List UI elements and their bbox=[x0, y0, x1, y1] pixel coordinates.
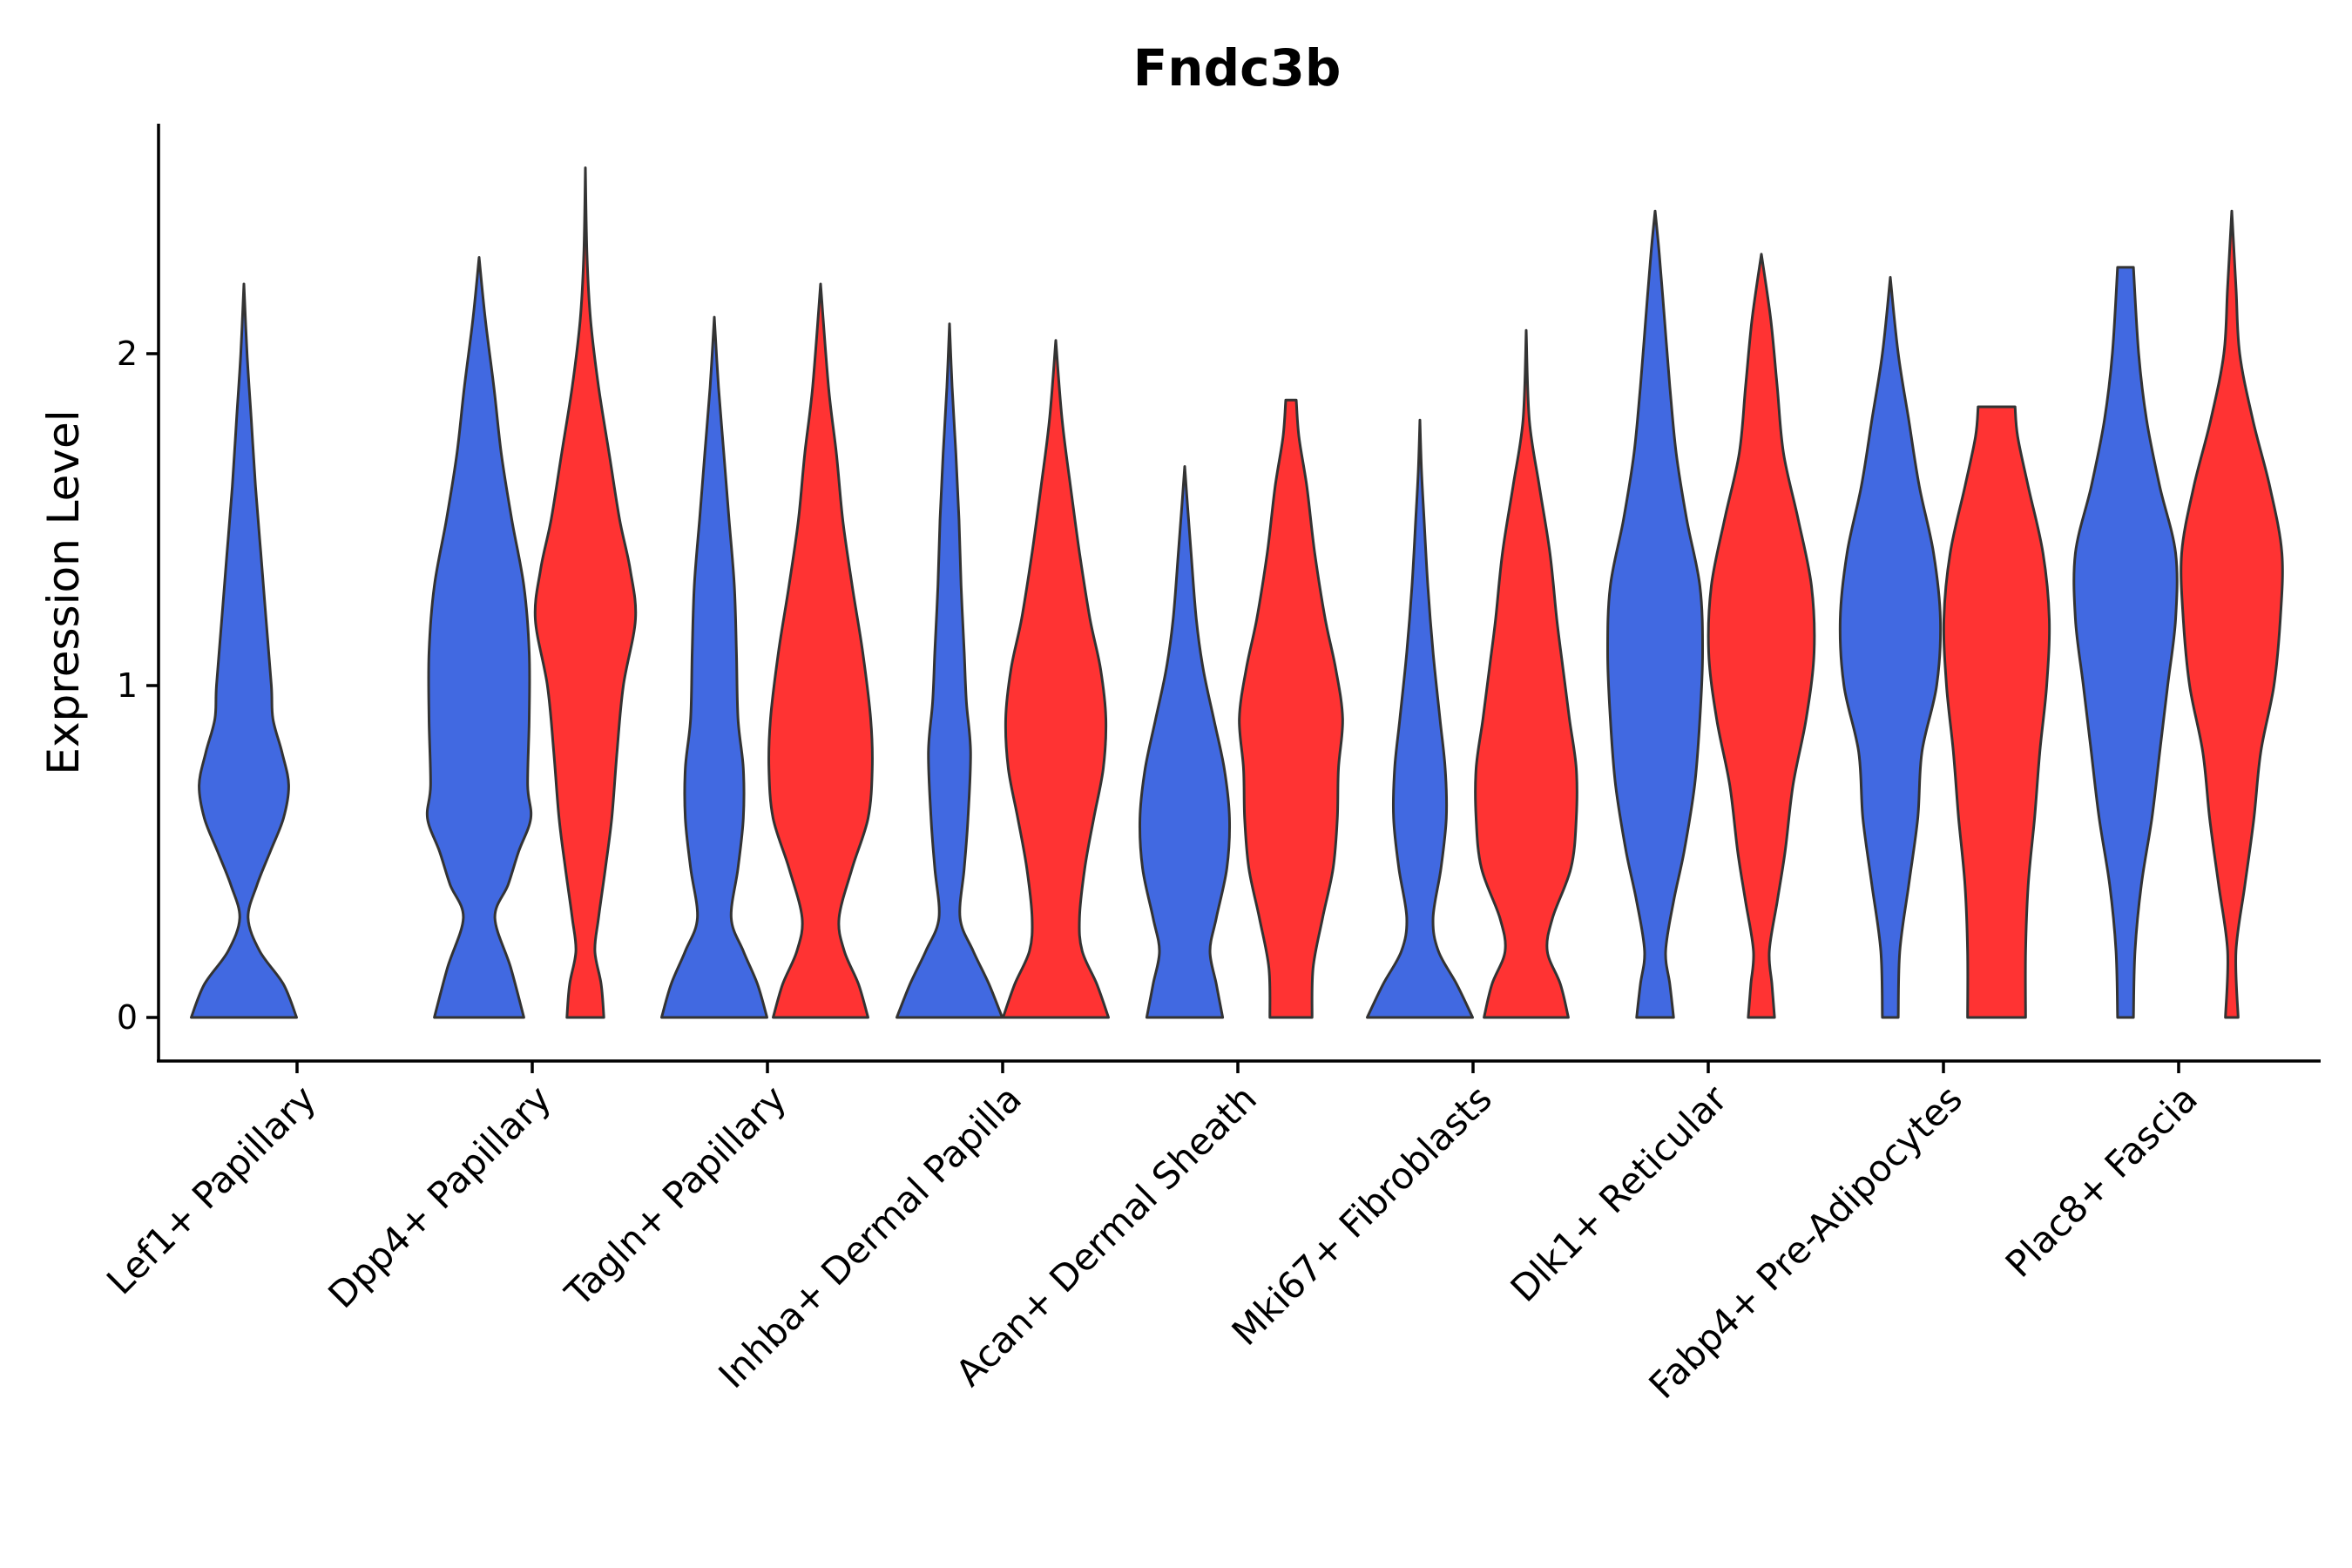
violin-blue-dpp4-papillary bbox=[425, 256, 533, 1019]
x-tick-label: Dpp4+ Papillary bbox=[320, 1077, 559, 1316]
violin-red-acan-dermal-sheath bbox=[1238, 398, 1344, 1019]
violin-blue-dlk1-reticular bbox=[1606, 209, 1704, 1019]
violin-blue-tagln-papillary bbox=[660, 315, 768, 1019]
x-tick-label: Dlk1+ Reticular bbox=[1503, 1077, 1736, 1310]
violin-blue-fabp4-pre-adipocytes bbox=[1838, 275, 1943, 1019]
y-ticks: 0 1 2 bbox=[117, 335, 159, 1037]
violin-red-mki67-fibroblasts bbox=[1474, 328, 1578, 1019]
chart-title: Fndc3b bbox=[1133, 38, 1342, 98]
x-tick-label: Tagln+ Papillary bbox=[557, 1077, 794, 1315]
violin-blue-lef1-papillary bbox=[190, 282, 298, 1019]
violin-blue-plac8-fascia bbox=[2072, 266, 2179, 1019]
violin-red-tagln-papillary bbox=[767, 282, 874, 1019]
y-tick-label: 0 bbox=[117, 998, 138, 1037]
x-tick-label: Plac8+ Fascia bbox=[1997, 1077, 2206, 1285]
y-axis-title: Expression Level bbox=[38, 409, 89, 774]
violins-layer bbox=[190, 166, 2284, 1019]
violin-red-dlk1-reticular bbox=[1707, 253, 1816, 1019]
violin-blue-acan-dermal-sheath bbox=[1138, 465, 1232, 1019]
violin-red-plac8-fascia bbox=[2180, 209, 2284, 1019]
violin-blue-inhba-dermal-papilla bbox=[896, 322, 1004, 1019]
y-tick-label: 2 bbox=[117, 335, 138, 373]
violin-red-inhba-dermal-papilla bbox=[1002, 339, 1110, 1019]
y-tick-label: 1 bbox=[117, 666, 138, 705]
x-tick-label: Mki67+ Fibroblasts bbox=[1224, 1077, 1500, 1353]
violin-blue-mki67-fibroblasts bbox=[1366, 418, 1474, 1019]
x-tick-label: Lef1+ Papillary bbox=[98, 1077, 324, 1302]
violin-red-dpp4-papillary bbox=[533, 166, 638, 1019]
violin-red-fabp4-pre-adipocytes bbox=[1942, 405, 2051, 1019]
